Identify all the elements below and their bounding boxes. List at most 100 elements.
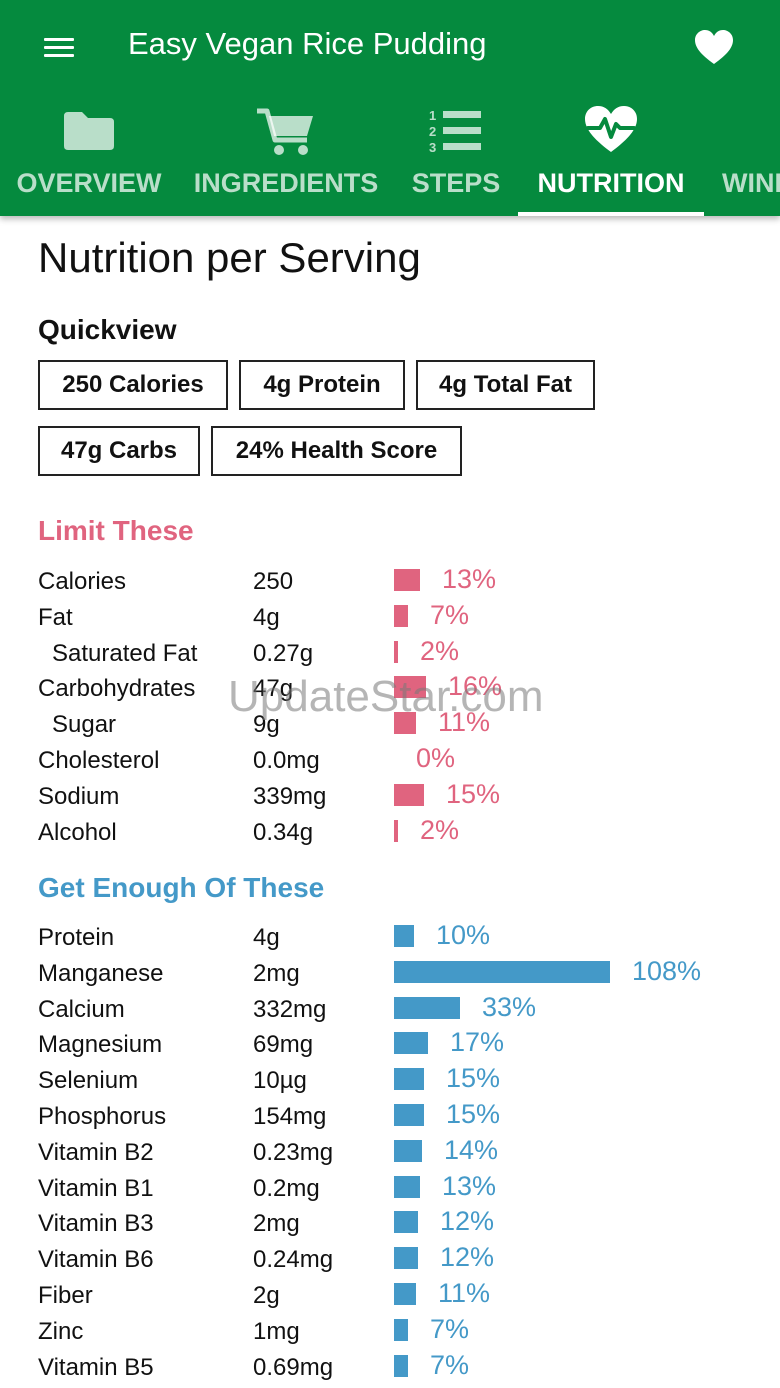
- percent-bar: [394, 1211, 418, 1234]
- percent-label: 2%: [420, 635, 460, 666]
- page-title: Easy Vegan Rice Pudding: [128, 26, 487, 61]
- heartbeat-icon: [584, 106, 638, 159]
- nutrient-name: Vitamin B1: [38, 1174, 154, 1202]
- nutrient-row: Vitamin B5 0.69mg 7%: [0, 1349, 780, 1388]
- heart-icon[interactable]: [694, 30, 734, 66]
- nutrient-row: Calcium 332mg 33%: [0, 991, 780, 1030]
- percent-bar: [394, 1032, 428, 1055]
- percent-bar: [394, 569, 420, 591]
- percent-bar: [394, 1104, 424, 1126]
- percent-label: 15%: [446, 1099, 501, 1129]
- percent-label: 7%: [430, 1349, 470, 1380]
- nutrient-name: Vitamin B2: [38, 1138, 154, 1166]
- nutrient-amount: 4g: [253, 603, 280, 631]
- percent-bar: [394, 1139, 422, 1162]
- app-bar: Easy Vegan Rice Pudding OVERVIEW INGREDI…: [0, 0, 780, 216]
- nutrient-name: Vitamin B6: [38, 1246, 154, 1274]
- nutrient-row: Fat 4g 7%: [0, 599, 780, 638]
- nutrient-name: Phosphorus: [38, 1103, 167, 1130]
- percent-bar: [394, 676, 426, 699]
- nutrient-name: Selenium: [38, 1067, 139, 1095]
- nutrient-amount: 2mg: [253, 959, 300, 987]
- percent-label: 14%: [444, 1134, 499, 1165]
- nutrient-row: Protein 4g 10%: [0, 920, 780, 958]
- percent-bar: [394, 1283, 416, 1305]
- percent-bar: [394, 1318, 408, 1341]
- tab-label: OVERVIEW: [16, 168, 162, 198]
- chip-total-fat[interactable]: 4g Total Fat: [416, 360, 595, 410]
- nutrient-amount: 0.24mg: [253, 1246, 334, 1274]
- menu-icon[interactable]: [44, 36, 76, 60]
- tab-label: NUTRITION: [537, 168, 685, 198]
- nutrient-row: Phosphorus 154mg 15%: [0, 1099, 780, 1137]
- nutrient-row: Alcohol 0.34g 2%: [0, 815, 780, 853]
- percent-label: 0%: [416, 743, 456, 773]
- nutrient-row: Vitamin B6 0.24mg 12%: [0, 1242, 780, 1280]
- nutrient-name: Protein: [38, 924, 115, 951]
- nutrient-row: Calories 250 13%: [0, 564, 780, 602]
- percent-label: 15%: [446, 778, 501, 809]
- nutrient-amount: 332mg: [253, 995, 327, 1023]
- chip-calories[interactable]: 250 Calories: [38, 360, 228, 410]
- tab-label: INGREDIENTS: [193, 168, 379, 198]
- nutrient-row: Sodium 339mg 15%: [0, 778, 780, 817]
- quickview-heading: Quickview: [38, 314, 177, 345]
- percent-bar: [394, 640, 398, 663]
- percent-bar: [394, 819, 398, 842]
- tab-overview[interactable]: OVERVIEW: [0, 100, 178, 216]
- tab-nutrition[interactable]: NUTRITION: [518, 100, 704, 216]
- percent-bar: [394, 1175, 420, 1198]
- percent-bar: [394, 1354, 408, 1377]
- percent-label: 7%: [430, 599, 470, 630]
- percent-bar: [394, 996, 460, 1019]
- percent-label: 15%: [446, 1063, 501, 1094]
- nutrient-name: Calories: [38, 568, 127, 595]
- percent-bar: [394, 712, 416, 735]
- tab-label: WINE: [722, 168, 780, 198]
- nutrient-name: Cholesterol: [38, 747, 160, 774]
- percent-label: 17%: [450, 1027, 505, 1058]
- percent-label: 16%: [448, 671, 503, 702]
- nutrient-row: Zinc 1mg 7%: [0, 1313, 780, 1352]
- percent-bar: [394, 783, 424, 806]
- nutrient-name: Calcium: [38, 995, 125, 1023]
- tab-indicator: [518, 212, 704, 216]
- nutrient-name: Carbohydrates: [38, 675, 196, 703]
- nutrient-row: Vitamin B2 0.23mg 14%: [0, 1134, 780, 1173]
- nutrient-row: Saturated Fat 0.27g 2%: [0, 635, 780, 674]
- nutrient-amount: 1mg: [253, 1317, 300, 1345]
- nutrient-row: Vitamin B1 0.2mg 13%: [0, 1171, 780, 1209]
- chip-protein[interactable]: 4g Protein: [239, 360, 405, 410]
- nutrient-amount: 69mg: [253, 1031, 314, 1059]
- nutrient-name: Magnesium: [38, 1031, 163, 1059]
- page-heading: Nutrition per Serving: [38, 234, 421, 281]
- percent-label: 7%: [430, 1313, 470, 1344]
- chip-carbs[interactable]: 47g Carbs: [38, 426, 200, 476]
- nutrient-amount: 0.27g: [253, 639, 314, 667]
- percent-label: 10%: [436, 920, 491, 950]
- chip-health-score[interactable]: 24% Health Score: [211, 426, 462, 476]
- nutrient-row: Vitamin B3 2mg 12%: [0, 1206, 780, 1244]
- folder-icon: [62, 106, 116, 157]
- percent-label: 11%: [438, 1278, 491, 1308]
- nutrient-amount: 2mg: [253, 1210, 300, 1238]
- nutrient-row: Sugar 9g 11%: [0, 707, 780, 745]
- tab-steps[interactable]: 1 2 3 STEPS: [394, 100, 518, 216]
- nutrient-name: Manganese: [38, 959, 164, 987]
- tab-ingredients[interactable]: INGREDIENTS: [178, 100, 394, 216]
- percent-label: 33%: [482, 991, 537, 1022]
- percent-label: 13%: [442, 564, 497, 594]
- nutrient-name: Sodium: [38, 782, 120, 810]
- nutrient-name: Saturated Fat: [52, 639, 198, 667]
- percent-bar: [394, 960, 610, 983]
- nutrient-amount: 154mg: [253, 1103, 327, 1130]
- percent-bar: [394, 1068, 424, 1091]
- nutrient-row: Cholesterol 0.0mg 0%: [0, 743, 780, 781]
- percent-bar: [394, 925, 414, 947]
- nutrient-amount: 0.23mg: [253, 1138, 334, 1166]
- nutrient-amount: 0.0mg: [253, 747, 320, 774]
- nutrient-name: Sugar: [52, 711, 117, 739]
- svg-text:3: 3: [429, 140, 436, 155]
- tab-wine[interactable]: WINE: [704, 100, 780, 216]
- percent-label: 108%: [632, 955, 702, 986]
